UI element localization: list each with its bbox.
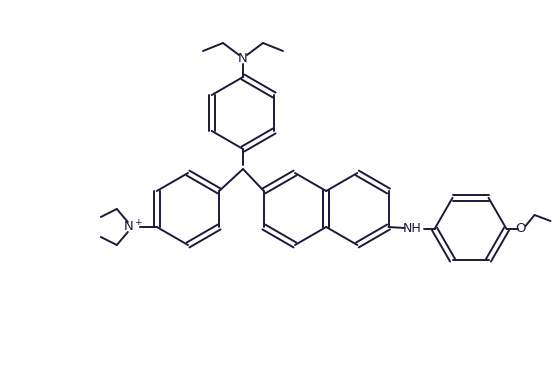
Text: O: O xyxy=(515,223,526,235)
Text: N: N xyxy=(238,53,248,65)
Text: N$^+$: N$^+$ xyxy=(123,219,143,235)
Text: NH: NH xyxy=(403,223,422,235)
